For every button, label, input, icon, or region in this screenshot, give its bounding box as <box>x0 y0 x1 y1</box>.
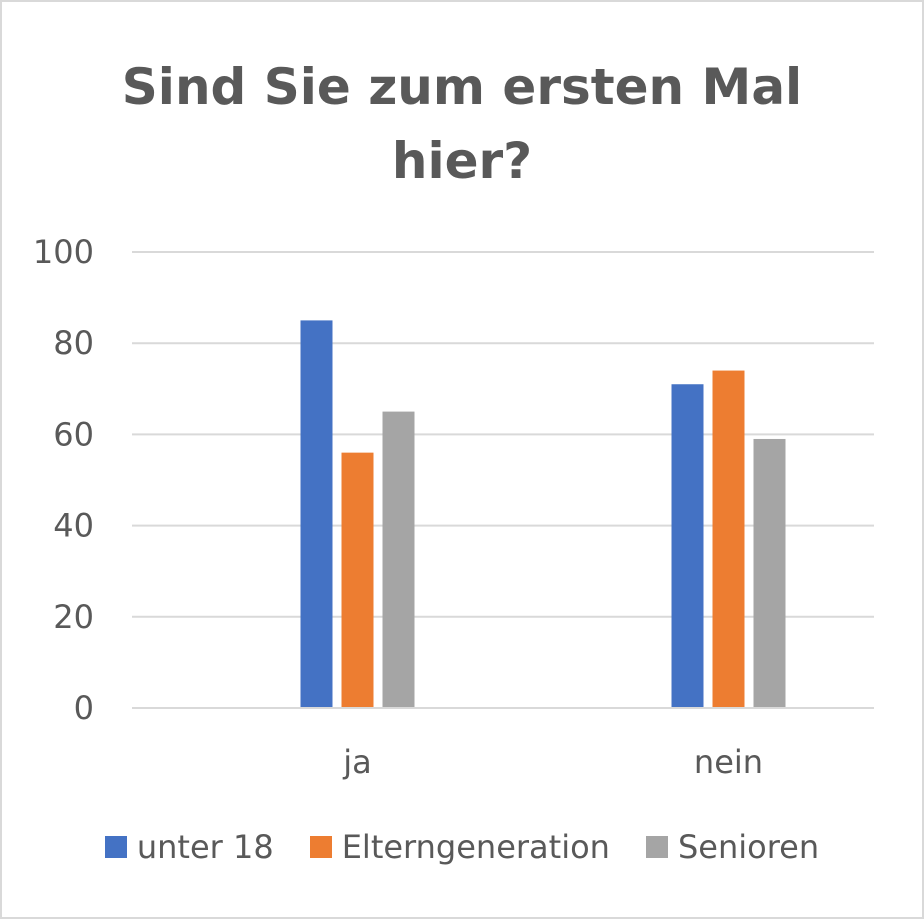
legend-item-senioren: Senioren <box>645 828 820 866</box>
y-tick-label-100: 100 <box>33 233 94 271</box>
legend-label-elterngeneration: Elterngeneration <box>341 828 610 866</box>
bar-nein-senioren <box>753 438 786 708</box>
bar-nein-elterngeneration <box>712 370 745 708</box>
bar-ja-elterngeneration <box>341 452 374 708</box>
bar-nein-unter-18 <box>671 384 704 708</box>
x-tick-label-nein: nein <box>694 743 763 781</box>
legend-swatch-senioren <box>645 836 668 858</box>
y-tick-label-60: 60 <box>53 415 94 453</box>
legend-label-senioren: Senioren <box>677 828 820 866</box>
legend: unter 18 Elterngeneration Senioren <box>2 828 922 866</box>
chart-title: Sind Sie zum ersten Mal hier? <box>2 50 922 198</box>
bar-ja-senioren <box>382 411 415 708</box>
legend-swatch-unter-18 <box>104 836 127 858</box>
chart-title-line-2: hier? <box>391 132 533 190</box>
x-tick-label-ja: ja <box>342 743 372 781</box>
legend-label-unter-18: unter 18 <box>136 828 274 866</box>
bar-ja-unter-18 <box>300 320 333 708</box>
legend-swatch-elterngeneration <box>309 836 332 858</box>
y-tick-label-40: 40 <box>53 507 94 545</box>
y-tick-label-0: 0 <box>74 689 94 727</box>
y-tick-label-80: 80 <box>53 324 94 362</box>
y-tick-label-20: 20 <box>53 598 94 636</box>
chart-title-line-1: Sind Sie zum ersten Mal <box>121 58 803 116</box>
legend-item-unter-18: unter 18 <box>104 828 274 866</box>
legend-item-elterngeneration: Elterngeneration <box>309 828 610 866</box>
